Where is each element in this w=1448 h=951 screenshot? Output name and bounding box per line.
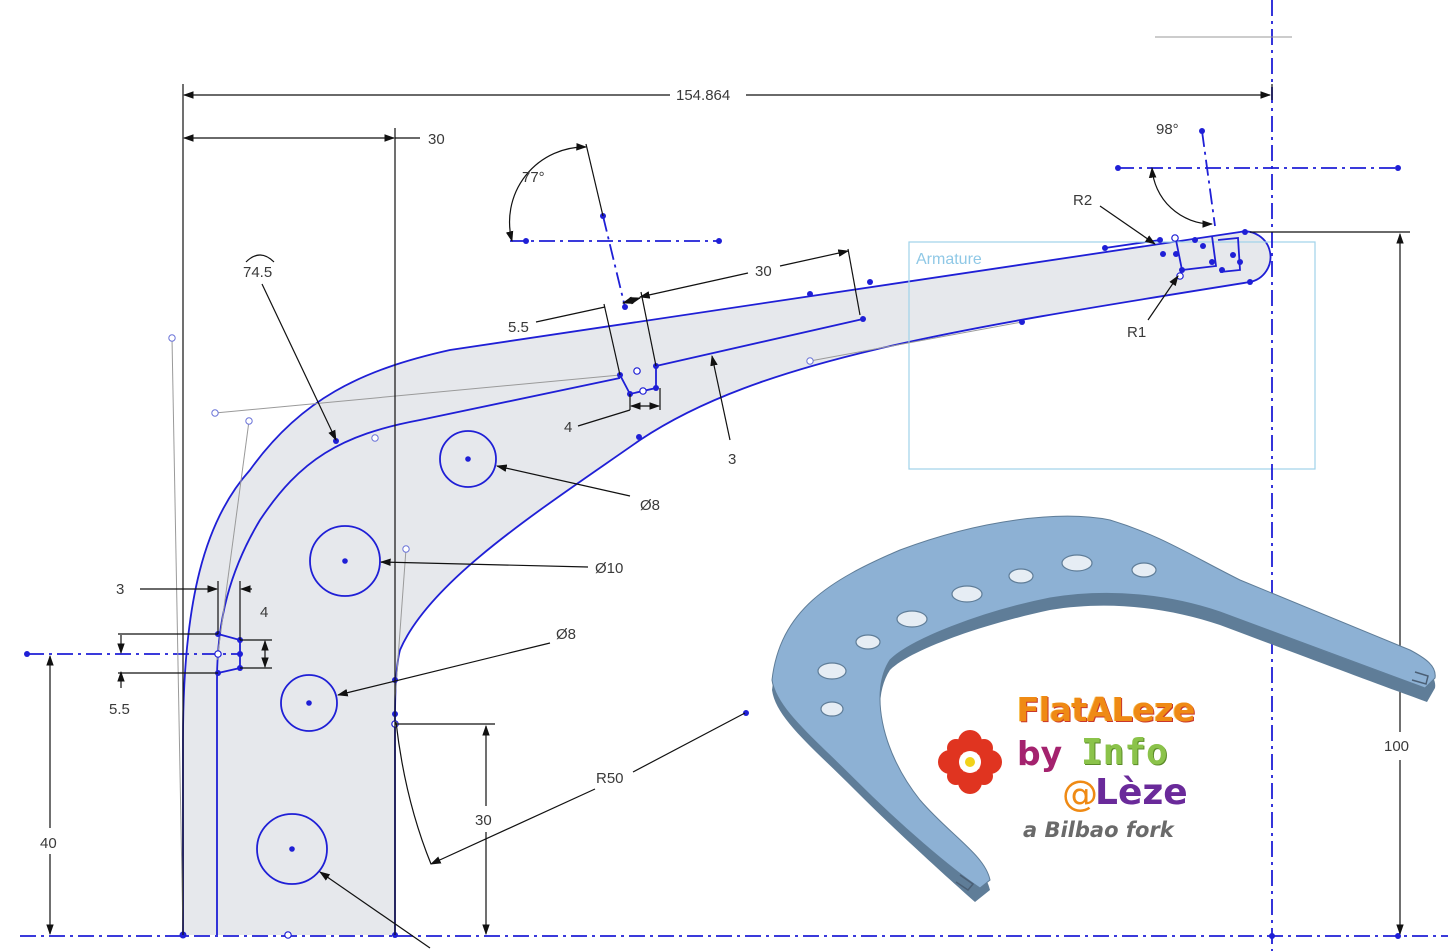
dim-side-4[interactable]: 4 (260, 604, 268, 621)
hole-d8-top[interactable] (439, 430, 497, 488)
dim-slot-5-5[interactable]: 5.5 (508, 319, 529, 336)
hole-d8-mid[interactable] (280, 674, 338, 732)
logo-flower-icon (938, 730, 1002, 794)
dim-slot-30[interactable]: 30 (755, 263, 772, 280)
logo-by: by (1017, 734, 1063, 773)
dim-radius-r50[interactable]: R50 (596, 770, 624, 787)
armature-frame[interactable] (908, 241, 1316, 470)
dim-height-30[interactable]: 30 (475, 812, 492, 829)
dim-slot-3[interactable]: 3 (728, 451, 736, 468)
dim-radius-r1[interactable]: R1 (1127, 324, 1146, 341)
dimensions: 154.864 30 77° 98° R2 R1 74.5 30 5.5 (40, 84, 1410, 949)
flatale-logo: FlatALeze by Info @ Lèze a Bilbao fork (935, 690, 1215, 845)
dim-side-5-5[interactable]: 5.5 (109, 701, 130, 718)
dim-stem-width[interactable]: 30 (428, 131, 445, 148)
dim-hole-d10[interactable]: Ø10 (595, 560, 623, 577)
dim-slot-4[interactable]: 4 (564, 419, 572, 436)
fork-3d-preview[interactable] (771, 515, 1436, 902)
sketch-points (24, 128, 1401, 939)
dim-overall-width[interactable]: 154.864 (676, 87, 730, 104)
hole-lower[interactable] (256, 813, 328, 885)
dim-arc-length[interactable]: 74.5 (243, 264, 272, 281)
dim-radius-r2[interactable]: R2 (1073, 192, 1092, 209)
dim-angle-98[interactable]: 98° (1156, 121, 1179, 138)
logo-at: @ (1062, 774, 1098, 815)
logo-subtitle: a Bilbao fork (1023, 818, 1174, 842)
dim-angle-77[interactable]: 77° (522, 169, 545, 186)
dim-side-3[interactable]: 3 (116, 581, 124, 598)
logo-info: Info (1081, 732, 1168, 773)
armature-label: Armature (916, 251, 982, 268)
dim-height-40[interactable]: 40 (40, 835, 57, 852)
logo-leze: Lèze (1095, 772, 1188, 813)
dim-height-100[interactable]: 100 (1384, 738, 1409, 755)
dim-hole-d8-top[interactable]: Ø8 (640, 497, 660, 514)
construction-lines (171, 36, 1292, 936)
fork-profile-lines (182, 230, 1272, 935)
logo-title: FlatALeze (1017, 690, 1195, 729)
dim-hole-d8-mid[interactable]: Ø8 (556, 626, 576, 643)
fork-sketch-region[interactable] (183, 231, 1271, 936)
